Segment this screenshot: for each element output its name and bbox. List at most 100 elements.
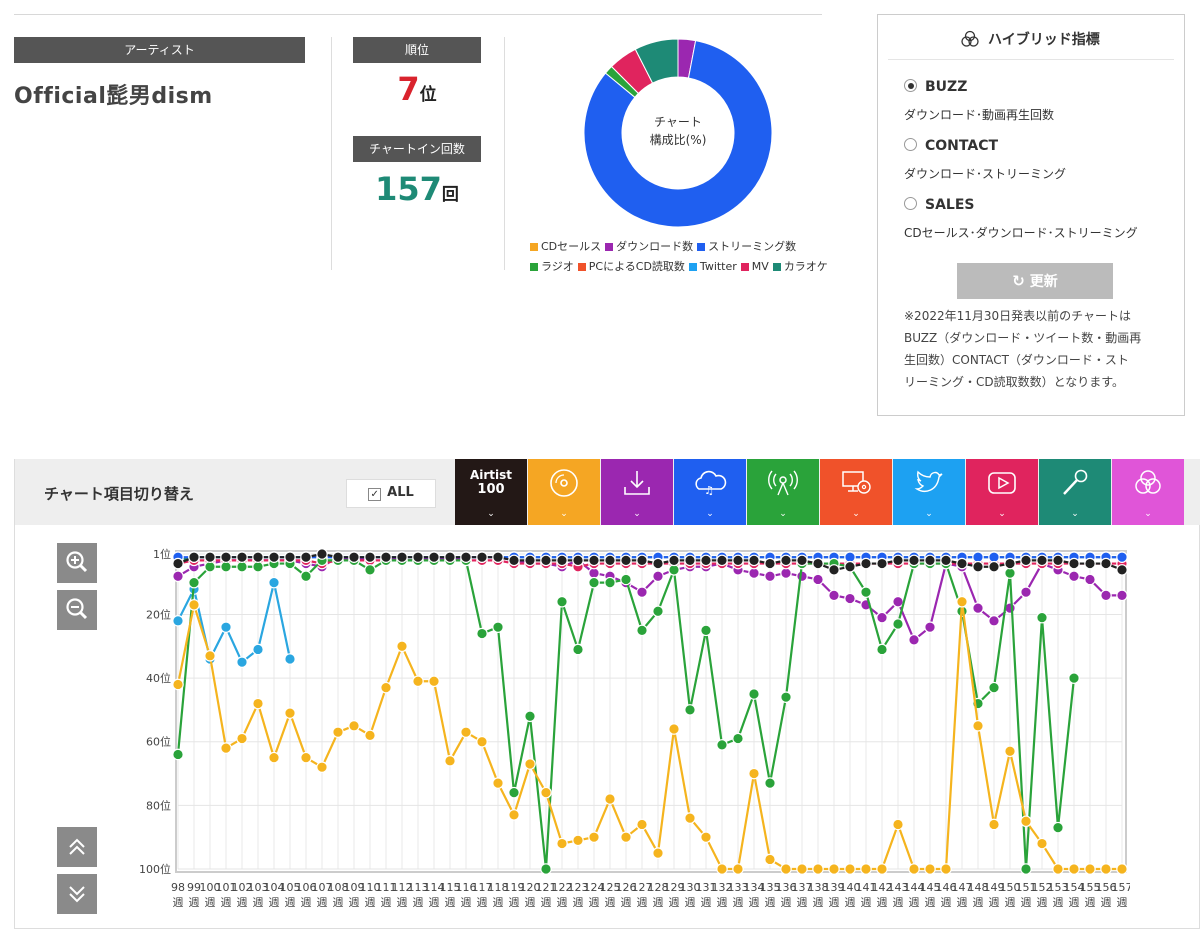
data-point[interactable]: [860, 557, 872, 570]
data-point[interactable]: [1116, 564, 1128, 576]
data-point[interactable]: [972, 560, 984, 573]
all-checkbox[interactable]: ✓ ALL: [346, 479, 436, 508]
data-point[interactable]: [636, 818, 648, 831]
data-point[interactable]: [732, 554, 744, 567]
data-point[interactable]: [1116, 863, 1128, 875]
data-point[interactable]: [988, 818, 1000, 831]
data-point[interactable]: [732, 863, 744, 875]
data-point[interactable]: [1036, 554, 1048, 567]
data-point[interactable]: [524, 710, 536, 723]
data-point[interactable]: [956, 557, 968, 570]
radio-dot[interactable]: [904, 138, 917, 151]
data-point[interactable]: [988, 615, 1000, 627]
data-point[interactable]: [396, 551, 408, 563]
data-point[interactable]: [1084, 863, 1096, 875]
tab-cd[interactable]: ⌄: [528, 459, 600, 525]
data-point[interactable]: [540, 786, 552, 799]
data-point[interactable]: [684, 554, 696, 567]
data-point[interactable]: [972, 720, 984, 732]
data-point[interactable]: [172, 570, 184, 583]
data-point[interactable]: [1004, 557, 1016, 570]
data-point[interactable]: [220, 560, 232, 573]
data-point[interactable]: [684, 812, 696, 824]
data-point[interactable]: [380, 551, 392, 563]
data-point[interactable]: [620, 554, 632, 567]
data-point[interactable]: [860, 586, 872, 598]
data-point[interactable]: [796, 863, 808, 875]
data-point[interactable]: [684, 704, 696, 716]
data-point[interactable]: [572, 554, 584, 567]
data-point[interactable]: [1116, 589, 1128, 602]
data-point[interactable]: [812, 863, 824, 875]
data-point[interactable]: [188, 551, 200, 563]
data-point[interactable]: [588, 576, 600, 589]
data-point[interactable]: [252, 643, 264, 656]
data-point[interactable]: [908, 863, 920, 875]
data-point[interactable]: [780, 691, 792, 703]
data-point[interactable]: [924, 621, 936, 633]
data-point[interactable]: [908, 634, 920, 646]
data-point[interactable]: [1004, 745, 1016, 758]
data-point[interactable]: [1052, 863, 1064, 875]
data-point[interactable]: [892, 595, 904, 608]
data-point[interactable]: [1100, 589, 1112, 602]
data-point[interactable]: [1052, 821, 1064, 834]
data-point[interactable]: [508, 786, 520, 799]
data-point[interactable]: [620, 573, 632, 586]
data-point[interactable]: [556, 837, 568, 850]
data-point[interactable]: [1068, 672, 1080, 684]
data-point[interactable]: [620, 831, 632, 843]
radio-dot[interactable]: [904, 197, 917, 210]
data-point[interactable]: [604, 554, 616, 567]
data-point[interactable]: [188, 576, 200, 589]
data-point[interactable]: [540, 554, 552, 567]
data-point[interactable]: [1020, 815, 1032, 828]
tab-twitter[interactable]: ⌄: [893, 459, 965, 525]
data-point[interactable]: [268, 576, 280, 589]
data-point[interactable]: [636, 586, 648, 598]
data-point[interactable]: [316, 548, 328, 560]
data-point[interactable]: [860, 863, 872, 875]
data-point[interactable]: [348, 551, 360, 563]
data-point[interactable]: [604, 793, 616, 805]
data-point[interactable]: [876, 643, 888, 656]
data-point[interactable]: [780, 567, 792, 579]
data-point[interactable]: [508, 809, 520, 821]
data-point[interactable]: [460, 551, 472, 563]
data-point[interactable]: [556, 595, 568, 608]
data-point[interactable]: [396, 640, 408, 653]
data-point[interactable]: [748, 767, 760, 780]
data-point[interactable]: [844, 863, 856, 875]
data-point[interactable]: [572, 643, 584, 656]
data-point[interactable]: [252, 697, 264, 710]
data-point[interactable]: [956, 595, 968, 608]
data-point[interactable]: [316, 761, 328, 773]
data-point[interactable]: [908, 554, 920, 567]
data-point[interactable]: [268, 551, 280, 563]
data-point[interactable]: [1100, 863, 1112, 875]
data-point[interactable]: [412, 551, 424, 563]
data-point[interactable]: [988, 560, 1000, 573]
data-point[interactable]: [540, 863, 552, 875]
data-point[interactable]: [524, 554, 536, 567]
data-point[interactable]: [652, 557, 664, 570]
data-point[interactable]: [172, 748, 184, 761]
data-point[interactable]: [668, 554, 680, 567]
tab-karaoke-mic[interactable]: ⌄: [1039, 459, 1111, 525]
tab-radio[interactable]: ⌄: [747, 459, 819, 525]
data-point[interactable]: [364, 564, 376, 576]
data-point[interactable]: [444, 551, 456, 563]
data-point[interactable]: [700, 624, 712, 637]
data-point[interactable]: [444, 755, 456, 767]
data-point[interactable]: [428, 675, 440, 688]
data-point[interactable]: [844, 551, 856, 563]
data-point[interactable]: [972, 602, 984, 614]
data-point[interactable]: [220, 742, 232, 754]
data-point[interactable]: [460, 726, 472, 738]
data-point[interactable]: [700, 831, 712, 843]
tab-youtube[interactable]: ⌄: [966, 459, 1038, 525]
data-point[interactable]: [876, 863, 888, 875]
radio-dot[interactable]: [904, 79, 917, 92]
data-point[interactable]: [988, 551, 1000, 563]
data-point[interactable]: [892, 554, 904, 567]
